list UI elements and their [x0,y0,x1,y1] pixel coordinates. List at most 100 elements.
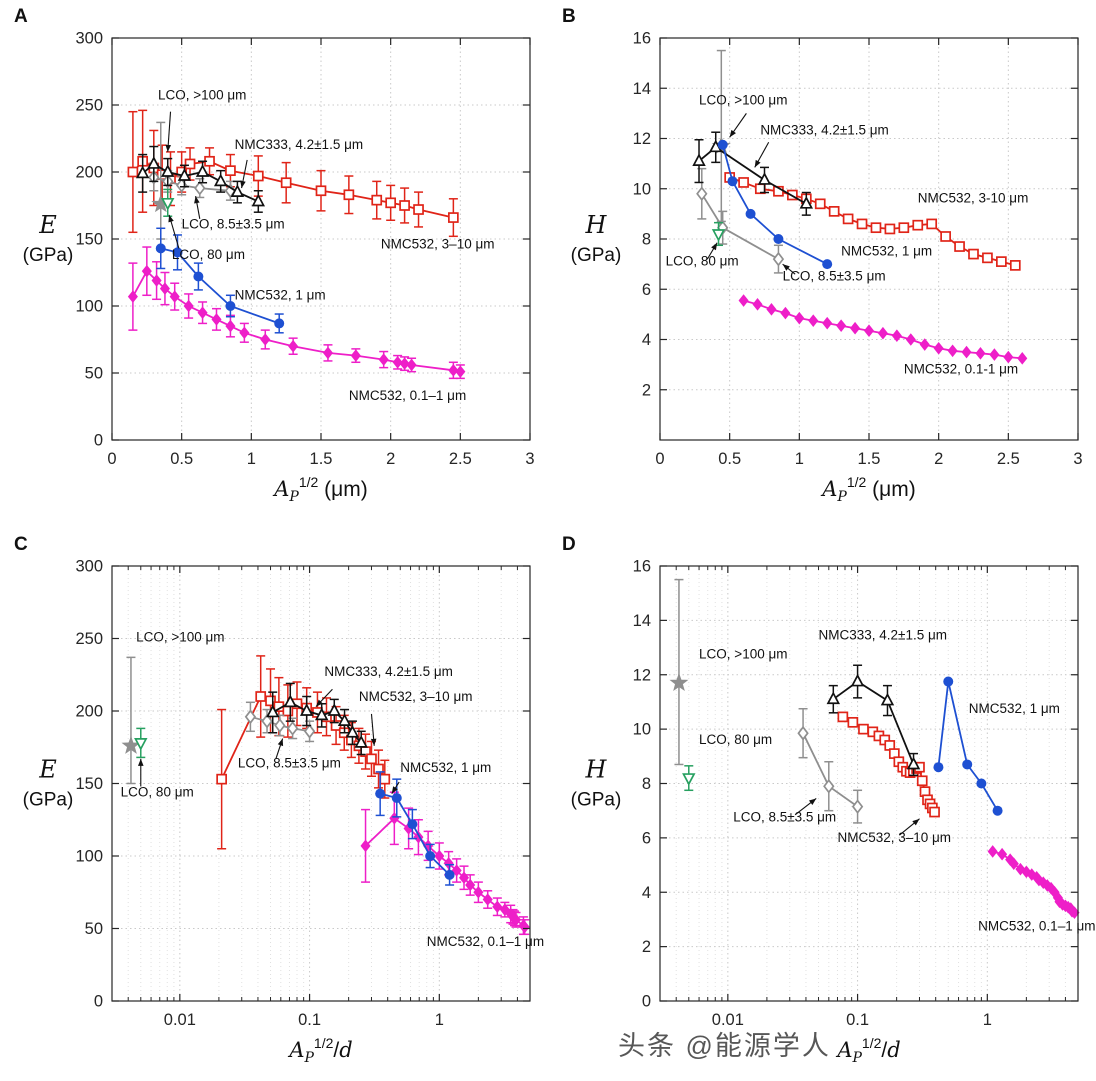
svg-text:2: 2 [386,450,395,468]
svg-text:LCO, 80 μm: LCO, 80 μm [666,253,739,268]
panel-d-chart: 0.01 0.1 10246810121416DH(GPa)AP1/2/dLCO, … [562,534,1095,1066]
svg-text:LCO, 80 μm: LCO, 80 μm [121,785,194,800]
svg-text:NMC333, 4.2±1.5 μm: NMC333, 4.2±1.5 μm [819,627,948,642]
svg-text:LCO, >100 μm: LCO, >100 μm [136,629,224,644]
svg-text:0.01: 0.01 [712,1011,744,1029]
svg-text:16: 16 [633,30,651,48]
svg-text:B: B [562,6,576,27]
svg-text:0: 0 [642,993,651,1011]
svg-text:0.1: 0.1 [298,1011,321,1029]
svg-text:D: D [562,534,576,555]
svg-text:C: C [14,534,28,555]
svg-text:AP1/2 (μm): AP1/2 (μm) [272,474,367,505]
svg-text:4: 4 [642,884,651,902]
svg-text:0: 0 [655,450,664,468]
svg-text:NMC532, 3–10 μm: NMC532, 3–10 μm [381,236,495,251]
svg-text:LCO, 8.5±3.5 μm: LCO, 8.5±3.5 μm [783,268,886,283]
svg-text:14: 14 [633,80,651,98]
svg-text:1.5: 1.5 [310,450,333,468]
svg-text:1.5: 1.5 [858,450,881,468]
svg-text:AP1/2/d: AP1/2/d [287,1035,352,1066]
svg-text:LCO, >100 μm: LCO, >100 μm [158,88,246,103]
svg-text:250: 250 [75,97,103,115]
svg-text:H: H [585,756,608,784]
svg-text:LCO, 8.5±3.5 μm: LCO, 8.5±3.5 μm [182,216,285,231]
svg-text:(GPa): (GPa) [571,790,622,811]
svg-text:300: 300 [75,30,103,48]
svg-text:250: 250 [75,630,103,648]
svg-text:2: 2 [934,450,943,468]
panel-b-chart: 0 0.5 1 1.5 2 2.5 3 2 4 6 8 10 12 14 16 B H (GPa) AP1/2 (μ… [562,6,1083,505]
svg-text:NMC333, 4.2±1.5 μm: NMC333, 4.2±1.5 μm [760,123,889,138]
svg-text:LCO, 80 μm: LCO, 80 μm [699,732,772,747]
svg-text:1: 1 [435,1011,444,1029]
svg-text:NMC532, 1 μm: NMC532, 1 μm [969,701,1060,716]
svg-text:50: 50 [85,920,103,938]
svg-text:3: 3 [525,450,534,468]
svg-text:2: 2 [642,938,651,956]
svg-text:6: 6 [642,829,651,847]
svg-text:NMC532, 0.1-1 μm: NMC532, 0.1-1 μm [904,361,1018,376]
svg-text:LCO, >100 μm: LCO, >100 μm [699,646,787,661]
svg-text:0.5: 0.5 [170,450,193,468]
svg-text:100: 100 [75,848,103,866]
svg-text:6: 6 [642,281,651,299]
svg-text:2.5: 2.5 [449,450,472,468]
panel-a-chart: 0 0.5 1 1.5 2 2.5 3 0 50 100 150 200 250 300 A E (GPa) AP… [14,6,535,505]
svg-text:LCO, 8.5±3.5 μm: LCO, 8.5±3.5 μm [238,756,341,771]
svg-text:E: E [38,211,57,239]
svg-text:0: 0 [94,432,103,450]
svg-text:12: 12 [633,666,651,684]
svg-text:NMC532, 1 μm: NMC532, 1 μm [841,243,932,258]
svg-text:A: A [14,6,28,27]
svg-text:NMC532, 0.1–1 μm: NMC532, 0.1–1 μm [978,918,1095,933]
svg-text:2.5: 2.5 [997,450,1020,468]
svg-text:0.01: 0.01 [164,1011,196,1029]
svg-text:0: 0 [94,993,103,1011]
svg-text:1: 1 [983,1011,992,1029]
svg-text:LCO, 80 μm: LCO, 80 μm [172,247,245,262]
svg-text:(GPa): (GPa) [23,790,74,811]
svg-text:8: 8 [642,775,651,793]
svg-text:NMC532, 3–10 μm: NMC532, 3–10 μm [359,689,473,704]
svg-text:16: 16 [633,558,651,576]
svg-text:150: 150 [75,231,103,249]
svg-text:8: 8 [642,231,651,249]
svg-text:10: 10 [633,721,651,739]
svg-text:LCO, >100 μm: LCO, >100 μm [699,93,787,108]
svg-text:NMC532, 3-10 μm: NMC532, 3-10 μm [918,191,1029,206]
svg-text:0.5: 0.5 [718,450,741,468]
svg-text:NMC532, 0.1–1 μm: NMC532, 0.1–1 μm [349,388,466,403]
svg-text:AP1/2 (μm): AP1/2 (μm) [820,474,915,505]
svg-text:H: H [585,211,608,239]
svg-text:(GPa): (GPa) [571,245,622,266]
svg-text:10: 10 [633,180,651,198]
svg-text:(GPa): (GPa) [23,245,74,266]
svg-text:AP1/2/d: AP1/2/d [835,1035,900,1066]
svg-text:14: 14 [633,612,651,630]
svg-text:2: 2 [642,381,651,399]
svg-text:NMC333, 4.2±1.5 μm: NMC333, 4.2±1.5 μm [324,664,453,679]
svg-text:4: 4 [642,331,651,349]
svg-text:E: E [38,756,57,784]
svg-text:200: 200 [75,703,103,721]
svg-text:0.1: 0.1 [846,1011,869,1029]
svg-text:NMC532, 1 μm: NMC532, 1 μm [400,760,491,775]
panel-c-chart: 0.01 0.1 1 0 50 100 150 200 250 300 C E (GPa) AP1/2/d… [14,534,544,1066]
svg-text:12: 12 [633,130,651,148]
svg-text:100: 100 [75,298,103,316]
svg-text:3: 3 [1073,450,1082,468]
svg-text:NMC333, 4.2±1.5 μm: NMC333, 4.2±1.5 μm [235,137,364,152]
svg-text:NMC532, 3–10 μm: NMC532, 3–10 μm [837,830,951,845]
svg-text:1: 1 [795,450,804,468]
svg-text:300: 300 [75,558,103,576]
svg-text:150: 150 [75,775,103,793]
svg-text:NMC532, 0.1–1 μm: NMC532, 0.1–1 μm [427,934,544,949]
svg-text:200: 200 [75,164,103,182]
svg-text:1: 1 [247,450,256,468]
svg-text:LCO, 8.5±3.5 μm: LCO, 8.5±3.5 μm [733,810,836,825]
svg-text:0: 0 [107,450,116,468]
watermark-text: 头条 @能源学人 [618,1031,831,1061]
svg-text:50: 50 [85,365,103,383]
